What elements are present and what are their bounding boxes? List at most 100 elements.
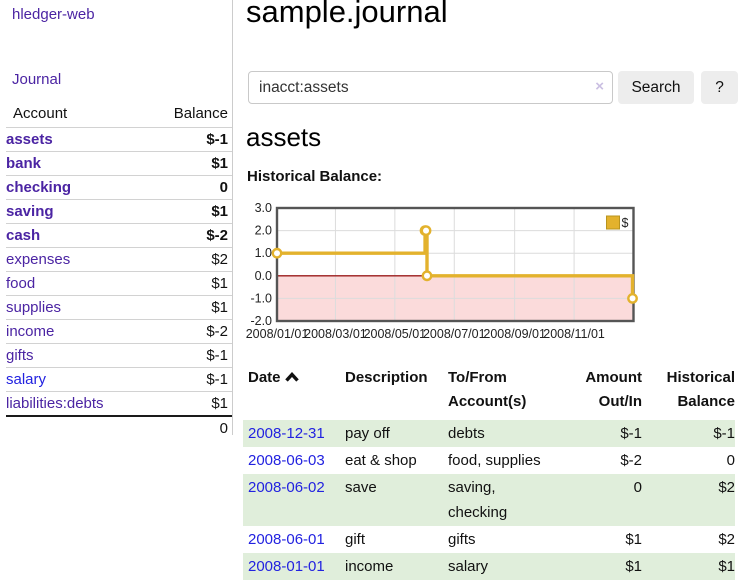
data-point-marker	[627, 293, 638, 304]
account-link-bank[interactable]: bank	[6, 155, 42, 172]
account-row-gifts: gifts $-1	[6, 343, 232, 368]
register-header-description: Description	[345, 369, 428, 386]
data-point-marker	[420, 225, 432, 236]
account-row-supplies: supplies $1	[6, 295, 232, 320]
account-balance: $1	[211, 203, 228, 220]
account-balance: $-1	[206, 347, 228, 364]
txn-account: food, supplies	[448, 452, 541, 469]
account-link-checking[interactable]: checking	[6, 179, 72, 196]
txn-date-link[interactable]: 2008-01-01	[248, 558, 325, 575]
register-header-date[interactable]: Date	[243, 362, 345, 420]
account-link-liabilities-debts[interactable]: liabilities:debts	[6, 395, 104, 412]
account-row-checking: checking 0	[6, 175, 232, 200]
txn-date-link[interactable]: 2008-06-01	[248, 531, 325, 548]
txn-account: debts	[448, 425, 485, 442]
txn-balance: $1	[718, 558, 735, 575]
account-row-expenses: expenses $2	[6, 247, 232, 272]
account-link-supplies[interactable]: supplies	[6, 299, 62, 316]
accounts-header-account: Account	[13, 105, 68, 122]
txn-amount: $1	[625, 531, 642, 548]
register-row: 2008-06-03 eat & shop food, supplies $-2…	[243, 447, 735, 474]
account-balance: $2	[211, 251, 228, 268]
account-row-income: income $-2	[6, 319, 232, 344]
txn-date-link[interactable]: 2008-06-02	[248, 479, 325, 496]
chart-title: Historical Balance:	[247, 168, 383, 185]
account-link-cash[interactable]: cash	[6, 227, 41, 244]
account-balance: $1	[211, 395, 228, 412]
txn-balance: 0	[726, 452, 735, 469]
legend-swatch	[606, 215, 620, 230]
y-axis-tick-label: 0.0	[255, 269, 272, 283]
account-balance: $1	[211, 155, 228, 172]
account-row-bank: bank $1	[6, 151, 232, 176]
clear-search-icon[interactable]: ×	[595, 78, 604, 95]
sort-ascending-icon	[284, 367, 299, 391]
x-axis-tick-label: 2008/11/01	[543, 327, 605, 341]
data-point-marker	[421, 270, 433, 282]
y-axis-tick-label: -1.0	[250, 291, 272, 305]
account-row-salary: salary $-1	[6, 367, 232, 392]
txn-description: gift	[345, 531, 366, 548]
account-balance: $-2	[206, 227, 228, 244]
register-header-account: To/From Account(s)	[448, 369, 527, 410]
account-link-income[interactable]: income	[6, 323, 55, 340]
search-input[interactable]	[248, 71, 613, 104]
txn-balance: $2	[718, 479, 735, 496]
txn-amount: 0	[633, 479, 642, 496]
account-row-food: food $1	[6, 271, 232, 296]
account-link-food[interactable]: food	[6, 275, 36, 292]
account-balance: $-2	[206, 323, 228, 340]
sidebar-journal-link[interactable]: Journal	[12, 71, 62, 88]
txn-amount: $-2	[620, 452, 642, 469]
app-title-link[interactable]: hledger-web	[12, 6, 95, 23]
x-axis-tick-label: 2008/09/01	[483, 327, 546, 341]
accounts-total-value: 0	[219, 420, 228, 437]
register-row: 2008-12-31 pay off debts $-1 $-1	[243, 420, 735, 447]
account-balance: 0	[219, 179, 228, 196]
y-axis-tick-label: 1.0	[255, 246, 272, 260]
txn-account: gifts	[448, 531, 476, 548]
sidebar-divider	[232, 0, 233, 435]
txn-account: salary	[448, 558, 489, 575]
register-table: Date Description To/From Account(s) Amou…	[243, 362, 735, 580]
y-axis-tick-label: 3.0	[255, 201, 272, 215]
txn-description: income	[345, 558, 394, 575]
account-balance: $-1	[206, 371, 228, 388]
register-header-amount: Amount Out/In	[585, 369, 642, 410]
x-axis-tick-label: 2008/05/01	[364, 327, 427, 341]
txn-balance: $2	[718, 531, 735, 548]
register-header-row: Date Description To/From Account(s) Amou…	[243, 362, 735, 420]
account-row-saving: saving $1	[6, 199, 232, 224]
x-axis-tick-label: 2008/07/01	[423, 327, 486, 341]
account-link-expenses[interactable]: expenses	[6, 251, 71, 268]
account-link-salary[interactable]: salary	[6, 371, 47, 388]
account-balance: $1	[211, 299, 228, 316]
y-axis-tick-label: 2.0	[255, 224, 272, 238]
txn-balance: $-1	[713, 425, 735, 442]
account-page-title: assets	[246, 122, 322, 152]
account-balance: $-1	[206, 131, 228, 148]
register-row: 2008-01-01 income salary $1 $1	[243, 553, 735, 580]
account-row-liabilities-debts: liabilities:debts $1	[6, 391, 232, 417]
x-axis-tick-label: 2008/01/01	[246, 327, 309, 341]
account-link-gifts[interactable]: gifts	[6, 347, 34, 364]
txn-description: pay off	[345, 425, 390, 442]
x-axis-tick-label: 2008/03/01	[304, 327, 367, 341]
register-row: 2008-06-01 gift gifts $1 $2	[243, 526, 735, 553]
search-button[interactable]: Search	[618, 71, 694, 104]
account-link-saving[interactable]: saving	[6, 203, 54, 220]
account-row-cash: cash $-2	[6, 223, 232, 248]
txn-date-link[interactable]: 2008-12-31	[248, 425, 325, 442]
page-title: sample.journal	[246, 0, 448, 29]
accounts-header-balance: Balance	[173, 105, 228, 122]
register-row: 2008-06-02 save saving, checking 0 $2	[243, 474, 735, 526]
register-header-balance: Historical Balance	[666, 369, 735, 410]
account-balance: $1	[211, 275, 228, 292]
accounts-header-row: Account Balance	[6, 102, 232, 128]
help-button[interactable]: ?	[701, 71, 738, 104]
account-row-assets: assets $-1	[6, 127, 232, 152]
historical-balance-chart: $3.0 2.0 1.0 0.0 -1.0 -2.02008/01/012008/03/0…	[246, 201, 638, 341]
txn-amount: $-1	[620, 425, 642, 442]
txn-date-link[interactable]: 2008-06-03	[248, 452, 325, 469]
account-link-assets[interactable]: assets	[6, 131, 53, 148]
